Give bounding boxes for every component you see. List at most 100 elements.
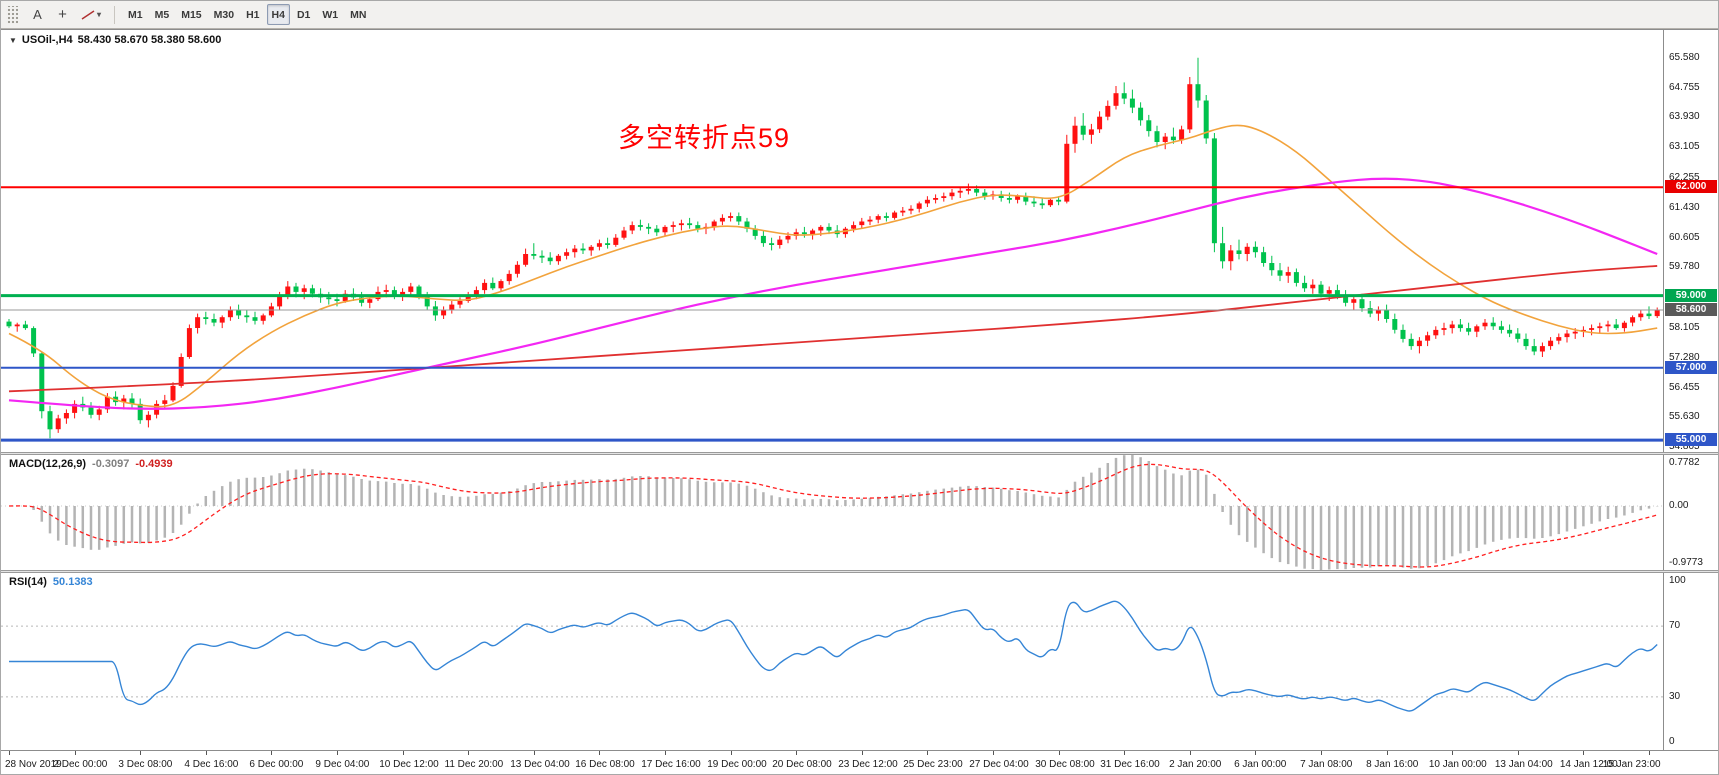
- time-tick: [403, 751, 404, 755]
- price-badge: 57.000: [1665, 361, 1717, 374]
- rsi-pane: RSI(14) 50.1383 100 70 30 0: [1, 573, 1718, 750]
- macd-name: MACD(12,26,9): [9, 458, 87, 470]
- macd-signal-value: -0.4939: [135, 458, 173, 470]
- rsi-axis-label: 100: [1669, 575, 1686, 586]
- rsi-name: RSI(14): [9, 576, 47, 588]
- time-tick: [1649, 751, 1650, 755]
- time-axis-label: 3 Dec 08:00: [118, 759, 173, 770]
- timeframe-button-m15[interactable]: M15: [181, 8, 202, 21]
- macd-axis[interactable]: 0.7782 0.00 -0.9773: [1663, 455, 1718, 570]
- rsi-label: RSI(14) 50.1383: [9, 576, 93, 588]
- price-axis-label: 58.105: [1669, 322, 1700, 333]
- timeframe-button-w1[interactable]: W1: [322, 8, 339, 21]
- time-axis-label: 4 Dec 16:00: [184, 759, 239, 770]
- macd-canvas[interactable]: [1, 455, 1663, 570]
- time-axis-label: 13 Dec 04:00: [510, 759, 570, 770]
- cursor-tool-button[interactable]: A: [26, 4, 49, 25]
- price-axis-label: 54.805: [1669, 441, 1700, 452]
- time-tick: [862, 751, 863, 755]
- rsi-canvas[interactable]: [1, 573, 1663, 750]
- price-axis-label: 63.930: [1669, 111, 1700, 122]
- time-tick: [927, 751, 928, 755]
- timeframe-button-h1[interactable]: H1: [246, 8, 260, 21]
- draw-tools-button[interactable]: ▾: [76, 4, 106, 25]
- time-axis-label: 27 Dec 04:00: [969, 759, 1029, 770]
- time-axis-label: 6 Jan 00:00: [1234, 759, 1287, 770]
- crosshair-tool-button[interactable]: +: [51, 4, 74, 25]
- time-tick: [1387, 751, 1388, 755]
- time-tick: [534, 751, 535, 755]
- time-axis-label: 8 Jan 16:00: [1366, 759, 1419, 770]
- time-tick: [796, 751, 797, 755]
- time-axis-label: 15 Jan 23:00: [1602, 759, 1661, 770]
- rsi-value: 50.1383: [52, 576, 93, 588]
- time-axis-label: 14 Jan 12:00: [1559, 759, 1618, 770]
- time-axis-label: 10 Jan 00:00: [1428, 759, 1487, 770]
- toolbar-grip[interactable]: [6, 5, 18, 24]
- price-axis-label: 60.605: [1669, 232, 1700, 243]
- price-axis-label: 57.280: [1669, 352, 1700, 363]
- macd-axis-label: -0.9773: [1669, 557, 1703, 568]
- macd-axis-label: 0.7782: [1669, 457, 1700, 468]
- price-axis-label: 65.580: [1669, 52, 1700, 63]
- time-tick: [1583, 751, 1584, 755]
- price-axis-label: 61.430: [1669, 202, 1700, 213]
- price-axis-label: 63.105: [1669, 141, 1700, 152]
- time-tick: [206, 751, 207, 755]
- time-axis-label: 17 Dec 16:00: [641, 759, 701, 770]
- time-tick: [1255, 751, 1256, 755]
- timeframe-button-mn[interactable]: MN: [350, 8, 367, 21]
- time-axis-label: 11 Dec 20:00: [444, 759, 504, 770]
- time-axis-label: 2 Jan 20:00: [1169, 759, 1222, 770]
- timeframe-button-m1[interactable]: M1: [128, 8, 143, 21]
- crosshair-icon: +: [58, 6, 67, 23]
- time-tick: [665, 751, 666, 755]
- price-pane: ▼ USOil-,H4 58.430 58.670 58.380 58.600 …: [1, 30, 1718, 452]
- time-tick: [599, 751, 600, 755]
- price-chart-canvas[interactable]: [1, 30, 1663, 452]
- time-axis-label: 16 Dec 08:00: [575, 759, 635, 770]
- timeframe-button-d1[interactable]: D1: [296, 8, 311, 21]
- price-axis-label: 55.630: [1669, 411, 1700, 422]
- time-axis-label: 20 Dec 08:00: [772, 759, 832, 770]
- time-axis-label: 2 Dec 00:00: [53, 759, 108, 770]
- rsi-axis[interactable]: 100 70 30 0: [1663, 573, 1718, 750]
- time-tick: [1321, 751, 1322, 755]
- time-axis-label: 19 Dec 00:00: [707, 759, 767, 770]
- symbol-dropdown-icon[interactable]: ▼: [9, 35, 17, 45]
- chevron-down-icon: ▾: [97, 10, 102, 19]
- time-tick: [337, 751, 338, 755]
- time-tick: [140, 751, 141, 755]
- price-badge: 55.000: [1665, 433, 1717, 446]
- price-badge: 62.000: [1665, 180, 1717, 193]
- time-tick: [1452, 751, 1453, 755]
- symbol-period-label: USOil-,H4: [21, 34, 73, 46]
- time-tick: [1059, 751, 1060, 755]
- time-axis-label: 23 Dec 12:00: [838, 759, 898, 770]
- pane-resize-handle[interactable]: [1, 570, 1718, 573]
- rsi-axis-label: 30: [1669, 691, 1681, 702]
- time-tick: [1124, 751, 1125, 755]
- price-axis-label: 62.255: [1669, 172, 1700, 183]
- text-annotation[interactable]: 多空转折点59: [618, 123, 791, 153]
- toolbar: A + ▾ M1 M5 M15 M30 H1 H4 D1 W1 MN: [1, 1, 1718, 29]
- time-axis[interactable]: 28 Nov 2019 2 Dec 00:00 3 Dec 08:00 4 Dec 1…: [1, 750, 1718, 774]
- time-axis-label: 9 Dec 04:00: [315, 759, 370, 770]
- price-badge: 59.000: [1665, 289, 1717, 302]
- timeframe-button-h4[interactable]: H4: [266, 4, 290, 25]
- time-axis-label: 30 Dec 08:00: [1035, 759, 1095, 770]
- time-tick: [993, 751, 994, 755]
- macd-label: MACD(12,26,9) -0.3097 -0.4939: [9, 458, 173, 470]
- timeframe-button-m5[interactable]: M5: [154, 8, 170, 21]
- price-axis[interactable]: 65.580 64.755 63.930 63.105 62.255 61.430 60.6…: [1663, 30, 1718, 452]
- cursor-icon: A: [33, 7, 42, 22]
- chart-title: ▼ USOil-,H4 58.430 58.670 58.380 58.600: [9, 34, 221, 46]
- time-axis-label: 31 Dec 16:00: [1100, 759, 1160, 770]
- pane-resize-handle[interactable]: [1, 452, 1718, 455]
- price-axis-label: 59.780: [1669, 261, 1700, 272]
- price-badge: 58.600: [1665, 303, 1717, 316]
- timeframe-group: M1 M5 M15 M30 H1 H4 D1 W1 MN: [123, 4, 371, 25]
- timeframe-button-m30[interactable]: M30: [213, 8, 235, 21]
- time-tick: [75, 751, 76, 755]
- time-axis-label: 13 Jan 04:00: [1494, 759, 1553, 770]
